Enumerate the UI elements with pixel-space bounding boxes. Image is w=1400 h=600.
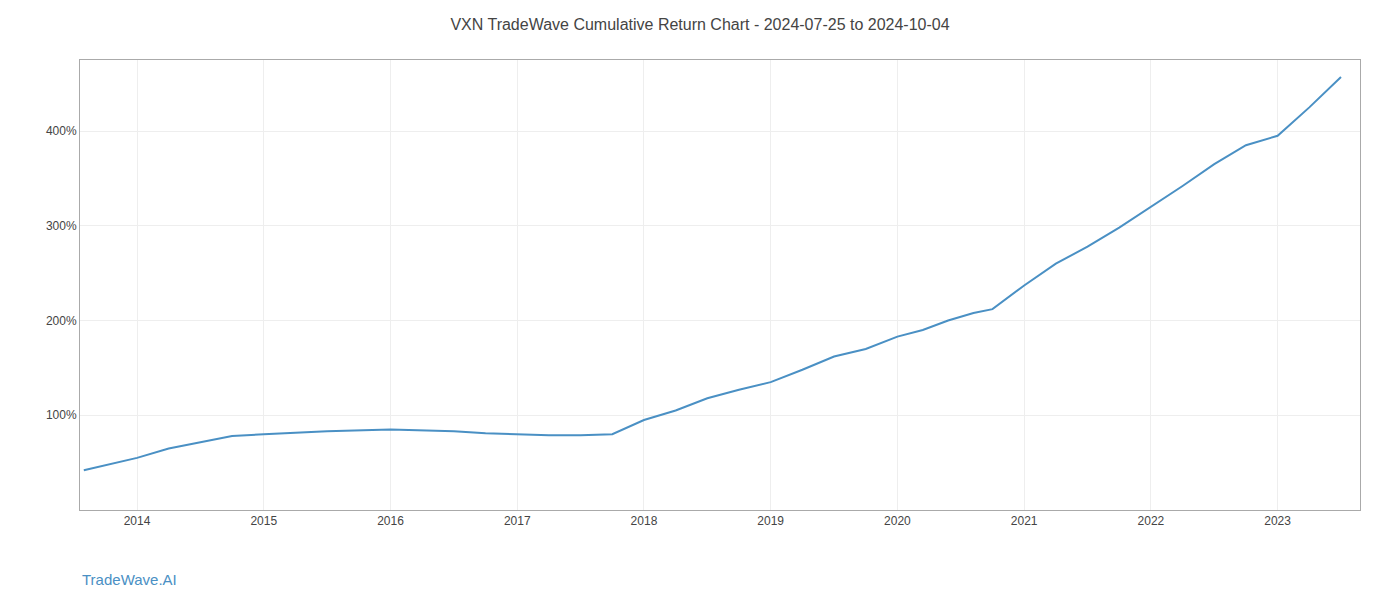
svg-text:TradeWave.AI: TradeWave.AI [82,571,177,588]
svg-text:2016: 2016 [377,514,404,528]
svg-text:2021: 2021 [1011,514,1038,528]
svg-text:2014: 2014 [124,514,151,528]
svg-text:2017: 2017 [504,514,531,528]
svg-text:2015: 2015 [250,514,277,528]
svg-text:VXN TradeWave Cumulative Retur: VXN TradeWave Cumulative Return Chart - … [450,16,949,33]
svg-text:2023: 2023 [1264,514,1291,528]
svg-text:100%: 100% [46,408,77,422]
svg-text:300%: 300% [46,219,77,233]
svg-text:400%: 400% [46,124,77,138]
svg-text:2019: 2019 [757,514,784,528]
svg-text:2020: 2020 [884,514,911,528]
svg-text:2022: 2022 [1138,514,1165,528]
svg-text:2018: 2018 [631,514,658,528]
svg-text:200%: 200% [46,314,77,328]
